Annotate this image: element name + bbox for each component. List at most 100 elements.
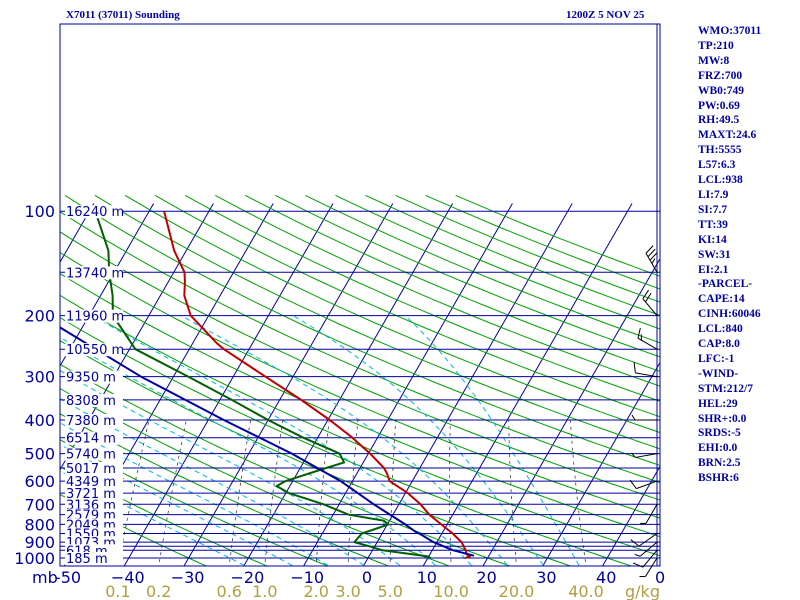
sounding-index: KI:14: [698, 233, 727, 246]
moist-adiabat-line: [60, 397, 365, 566]
sounding-index: CAPE:14: [698, 293, 745, 306]
moist-adiabat-line: [60, 336, 436, 566]
pressure-tick-label: 100: [24, 202, 55, 221]
isotherm-line: [183, 203, 394, 566]
height-label-background: [65, 487, 123, 501]
height-label: 13740 m: [66, 266, 124, 281]
sounding-index: PW:0.69: [698, 99, 740, 112]
dry-adiabat-line: [60, 251, 660, 519]
temperature-tick-label: -50: [55, 568, 81, 587]
dry-adiabat-line: [124, 194, 660, 434]
height-label: 6514 m: [66, 432, 116, 447]
dry-adiabat-line: [215, 194, 660, 387]
dry-adiabat-line: [60, 231, 660, 501]
mixing-ratio-line: [569, 419, 587, 566]
temperature-tick-label: 30: [536, 568, 556, 587]
wind-barb: [645, 245, 658, 273]
height-label: 8308 m: [66, 394, 116, 409]
height-label: 5017 m: [66, 462, 116, 477]
temperature-profile: [163, 210, 471, 559]
sounding-index: -WIND-: [698, 367, 739, 380]
mixing-ratio-line: [508, 419, 517, 566]
sounding-index: HEL:29: [698, 397, 738, 410]
height-label-background: [65, 370, 123, 384]
mixing-ratio-line: [158, 419, 187, 566]
sounding-index: LCL:840: [698, 323, 743, 336]
mixing-ratio-tick-label: 0.2: [146, 582, 171, 600]
sounding-index: EI:2.1: [698, 263, 729, 276]
dry-adiabat-line: [60, 294, 660, 557]
isotherm-line: [422, 203, 633, 566]
isotherm-line: [243, 203, 454, 566]
height-label: 185 m: [66, 552, 108, 567]
sounding-index: WMO:37011: [698, 25, 762, 37]
wind-barb: [639, 557, 658, 578]
pressure-tick-label: 500: [24, 445, 55, 464]
dry-adiabat-line: [60, 493, 208, 566]
temperature-tick-label: 10: [417, 568, 437, 587]
temperature-tick-label: 0: [362, 568, 372, 587]
height-label-background: [65, 309, 123, 323]
height-label: 4349 m: [66, 475, 116, 490]
wind-barb: [637, 327, 658, 350]
height-label-background: [65, 414, 123, 428]
wind-barb: [634, 541, 658, 557]
mixing-ratio-tick-label: 0.6: [217, 582, 242, 600]
sounding-index: RH:49.5: [698, 114, 740, 127]
pressure-tick-label: 300: [24, 368, 55, 387]
sounding-index: SRDS:-5: [698, 427, 741, 440]
mixing-ratio-tick-label: 0.1: [105, 582, 130, 600]
moist-adiabat-line: [92, 315, 472, 566]
temperature-tick-label: −40: [111, 568, 145, 587]
wind-barb: [630, 533, 658, 547]
wind-barb: [629, 479, 658, 490]
pressure-tick-label: 200: [24, 307, 55, 326]
isotherm-line: [60, 203, 214, 471]
height-label-background: [65, 393, 123, 407]
temperature-tick-label: 40: [596, 568, 616, 587]
height-label: 11960 m: [66, 310, 124, 325]
wind-barb: [631, 452, 658, 458]
pressure-tick-label: 800: [24, 515, 55, 534]
sounding-index: L57:6.3: [698, 159, 736, 172]
height-label-background: [65, 205, 123, 219]
temperature-tick-label: 20: [476, 568, 496, 587]
moist-adiabat-line: [60, 443, 293, 566]
height-label-background: [65, 498, 123, 512]
moist-adiabat-line: [60, 470, 245, 566]
sounding-index: SW:31: [698, 248, 731, 261]
sounding-index: WB0:749: [698, 84, 744, 97]
dry-adiabat-line: [245, 194, 660, 372]
mixing-ratio-line: [315, 419, 330, 566]
height-label-background: [65, 475, 123, 489]
mixing-ratio-line: [228, 419, 251, 566]
plot-frame: [59, 23, 661, 567]
height-label-background: [65, 552, 123, 565]
wind-barb: [631, 414, 657, 421]
pressure-tick-label: 700: [24, 495, 55, 514]
dry-adiabat-line: [60, 413, 390, 566]
height-label-background: [65, 266, 123, 280]
isotherm-line: [303, 203, 513, 566]
temperature-tick-label: −20: [231, 568, 265, 587]
height-label-background: [65, 343, 123, 357]
wind-barb: [633, 362, 658, 378]
height-label: 10550 m: [66, 343, 124, 358]
sounding-index: LCL:938: [698, 174, 743, 187]
sounding-index: BRN:2.5: [698, 457, 741, 470]
mixing-ratio-unit-label: g/kg: [625, 582, 660, 600]
sounding-index: FRZ:700: [698, 69, 743, 82]
pressure-tick-label: 1000: [14, 549, 55, 568]
dry-adiabat-line: [60, 273, 660, 538]
pressure-tick-label: 600: [24, 472, 55, 491]
moist-adiabat-line: [292, 315, 544, 566]
pressure-tick-label: 400: [24, 411, 55, 430]
dry-adiabat-line: [94, 194, 660, 450]
dry-adiabat-line: [64, 194, 660, 466]
chart-datetime: 1200Z 5 NOV 25: [566, 9, 645, 21]
moist-adiabat-line: [60, 422, 329, 566]
height-label: 5740 m: [66, 448, 116, 463]
mixing-ratio-line: [347, 419, 359, 566]
